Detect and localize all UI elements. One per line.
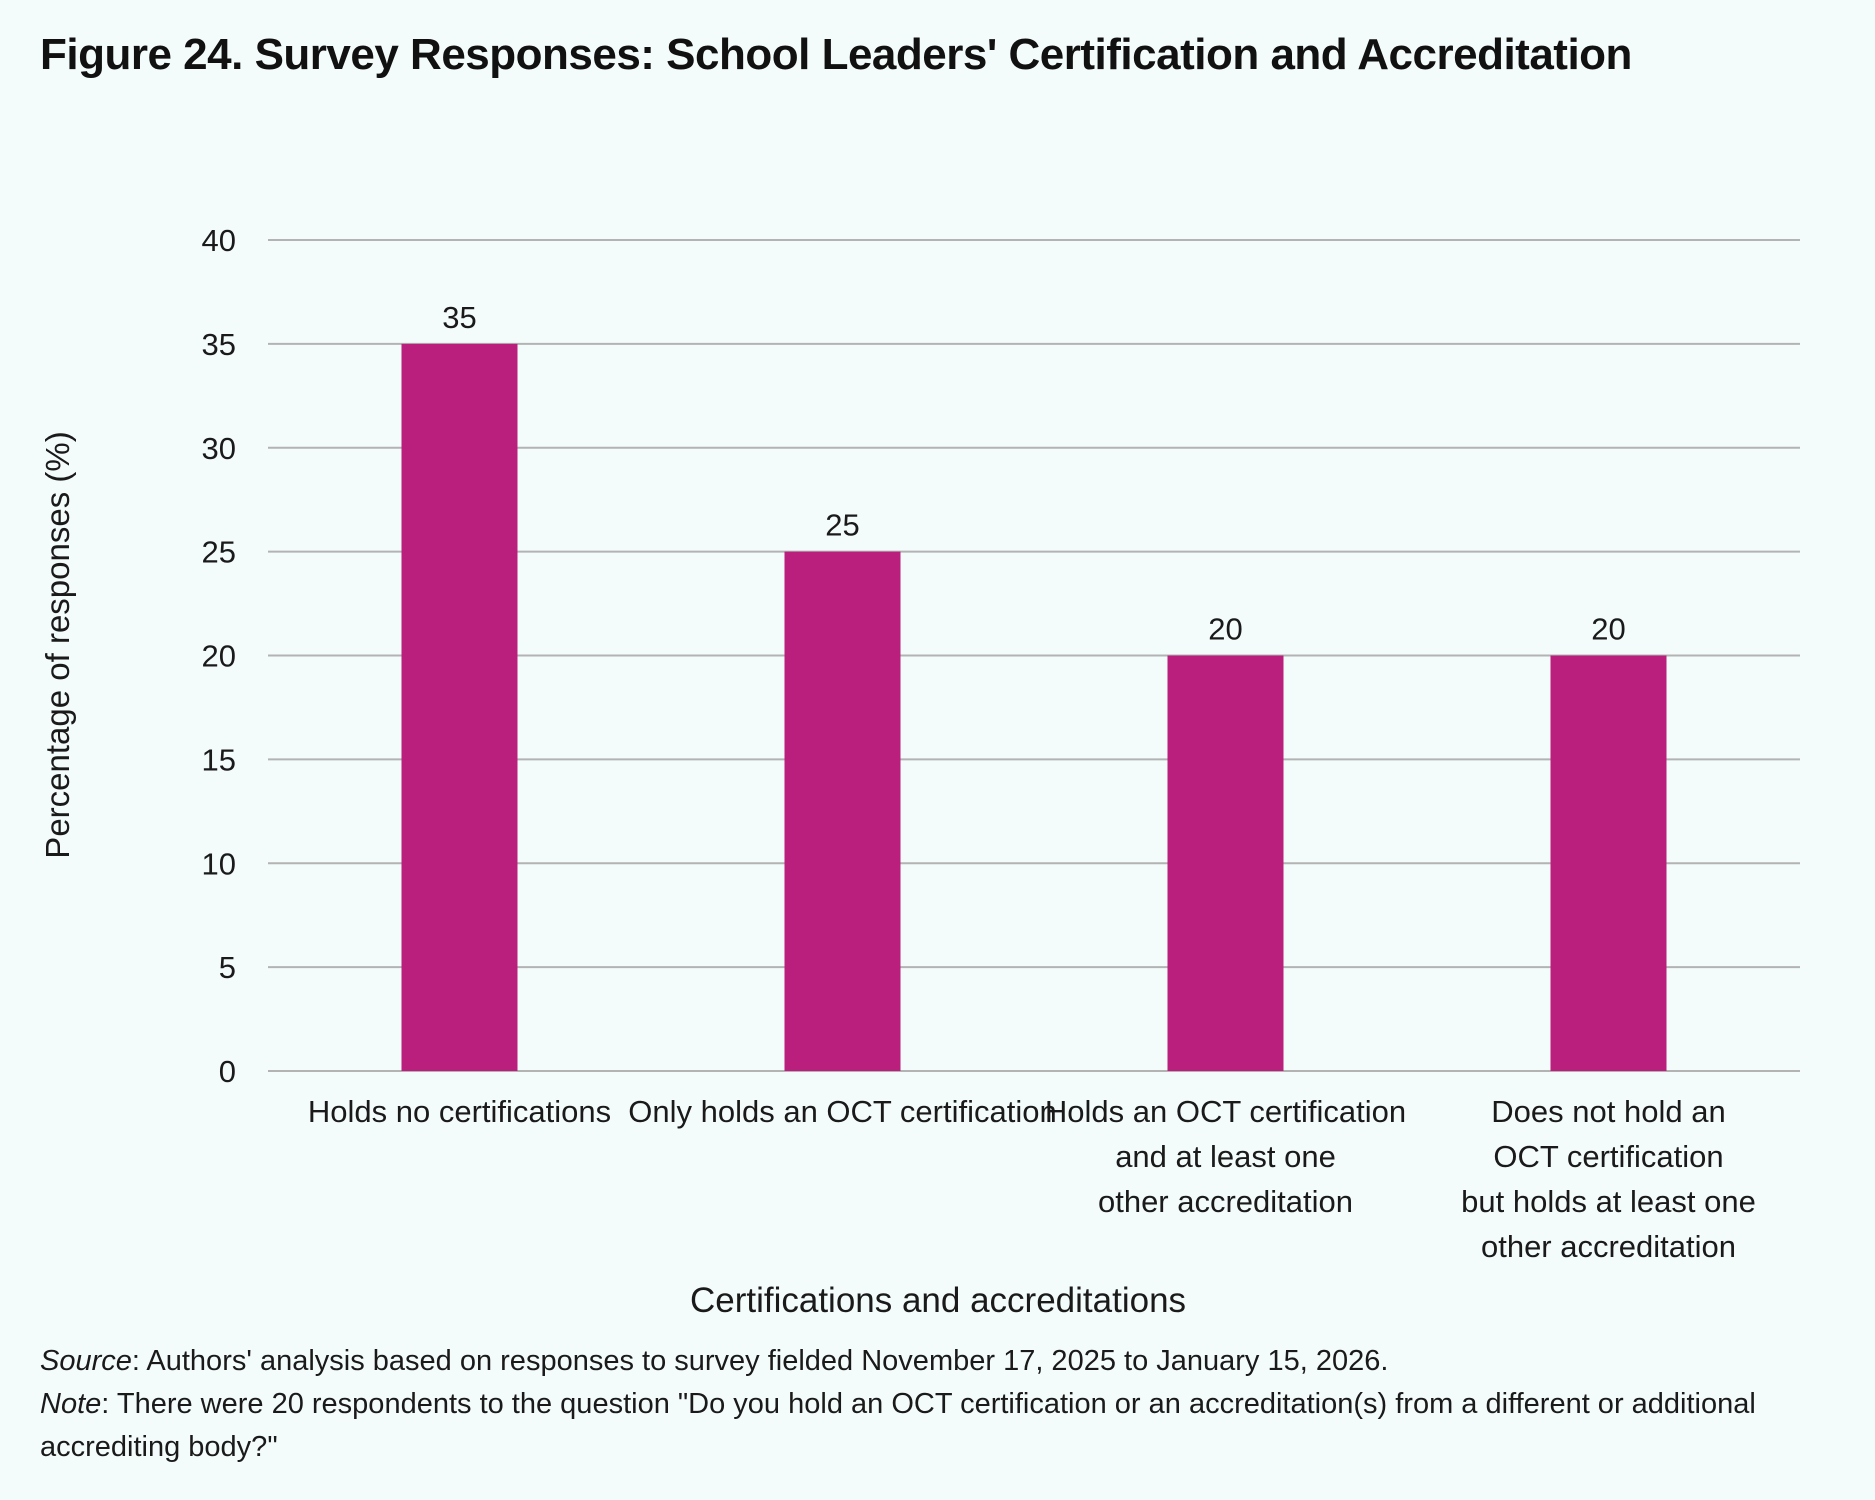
data-label: 20 — [1591, 612, 1625, 647]
x-category-label-line: Only holds an OCT certification — [628, 1094, 1056, 1129]
footnotes: Source: Authors' analysis based on respo… — [40, 1340, 1830, 1469]
note: Note: There were 20 respondents to the q… — [40, 1383, 1830, 1469]
data-label: 35 — [442, 300, 476, 335]
x-category-label: Only holds an OCT certification — [628, 1094, 1056, 1129]
bar — [784, 551, 901, 1071]
y-tick-label: 5 — [219, 950, 236, 985]
source-note: Source: Authors' analysis based on respo… — [40, 1340, 1830, 1383]
y-tick-label: 40 — [202, 223, 236, 258]
x-category-label-line: Holds an OCT certification — [1045, 1094, 1406, 1129]
x-category-label: Holds no certifications — [308, 1094, 611, 1129]
x-category-label-line: but holds at least one — [1461, 1184, 1756, 1219]
x-category-label-line: and at least one — [1115, 1139, 1336, 1174]
source-label: Source — [40, 1345, 132, 1377]
note-text: : There were 20 respondents to the quest… — [40, 1388, 1756, 1463]
y-tick-label: 35 — [202, 327, 236, 362]
y-tick-label: 15 — [202, 742, 236, 777]
y-axis-ticks: 0 5 10 15 20 25 30 35 40 — [202, 223, 236, 1089]
y-tick-label: 25 — [202, 535, 236, 570]
y-tick-label: 0 — [219, 1054, 236, 1089]
source-text: : Authors' analysis based on responses t… — [131, 1345, 1389, 1377]
y-tick-label: 20 — [202, 639, 236, 674]
note-label: Note — [40, 1388, 102, 1420]
bar — [1550, 655, 1667, 1071]
bar-chart: 0 5 10 15 20 25 30 35 40 35 25 20 20 Holds no certi… — [39, 223, 1800, 1320]
bar — [401, 343, 518, 1071]
data-label: 20 — [1208, 612, 1242, 647]
gridlines — [268, 239, 1800, 1072]
data-label: 25 — [825, 508, 859, 543]
x-category-label-line: OCT certification — [1493, 1139, 1723, 1174]
chart-title: Figure 24. Survey Responses: School Lead… — [40, 30, 1632, 79]
y-tick-label: 10 — [202, 846, 236, 881]
bars — [401, 343, 1667, 1071]
y-axis-title: Percentage of responses (%) — [39, 431, 76, 858]
x-category-label: Holds an OCT certification and at least o… — [1045, 1094, 1406, 1219]
x-category-label-line: Holds no certifications — [308, 1094, 611, 1129]
x-axis-categories: Holds no certifications Only holds an OCT… — [308, 1094, 1756, 1264]
x-axis-title: Certifications and accreditations — [690, 1281, 1186, 1320]
bar — [1167, 655, 1284, 1071]
y-tick-label: 30 — [202, 431, 236, 466]
x-category-label: Does not hold an OCT certification but hol… — [1461, 1094, 1756, 1264]
x-category-label-line: Does not hold an — [1491, 1094, 1725, 1129]
x-category-label-line: other accreditation — [1098, 1184, 1353, 1219]
x-category-label-line: other accreditation — [1481, 1229, 1736, 1264]
data-labels: 35 25 20 20 — [442, 300, 1625, 647]
